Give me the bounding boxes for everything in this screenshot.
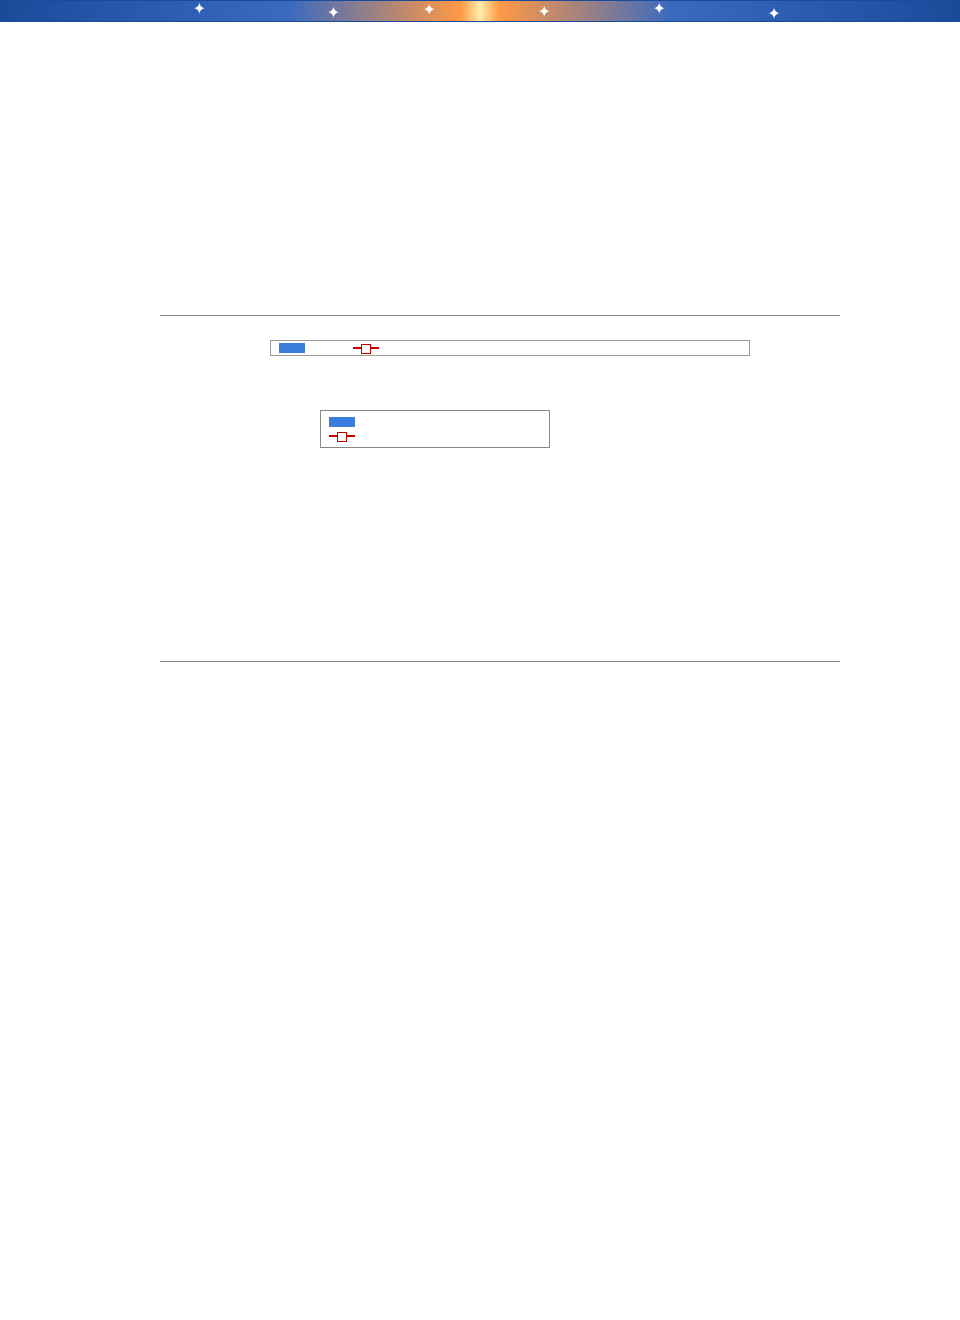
chart2-x-labels	[160, 668, 840, 684]
chart1-line	[160, 56, 840, 315]
chart2-left-ticks	[110, 402, 158, 662]
chart1-left-ticks	[110, 56, 158, 316]
chart1-legend	[270, 340, 750, 356]
page-content	[0, 22, 960, 758]
legend2-swatch-line	[329, 435, 355, 437]
header-stars: ✦✦ ✦✦ ✦✦	[1, 1, 959, 23]
chart2-legend	[320, 410, 550, 448]
chart-bednights	[50, 46, 910, 356]
legend-swatch-bars	[279, 343, 305, 353]
chart1-plot-area	[160, 56, 840, 316]
page-header: ✦✦ ✦✦ ✦✦	[0, 0, 960, 22]
legend-swatch-line	[353, 347, 379, 349]
chart1-x-labels	[160, 322, 840, 338]
chart-price-occupancy	[50, 392, 910, 702]
legend2-swatch-bars	[329, 417, 355, 427]
